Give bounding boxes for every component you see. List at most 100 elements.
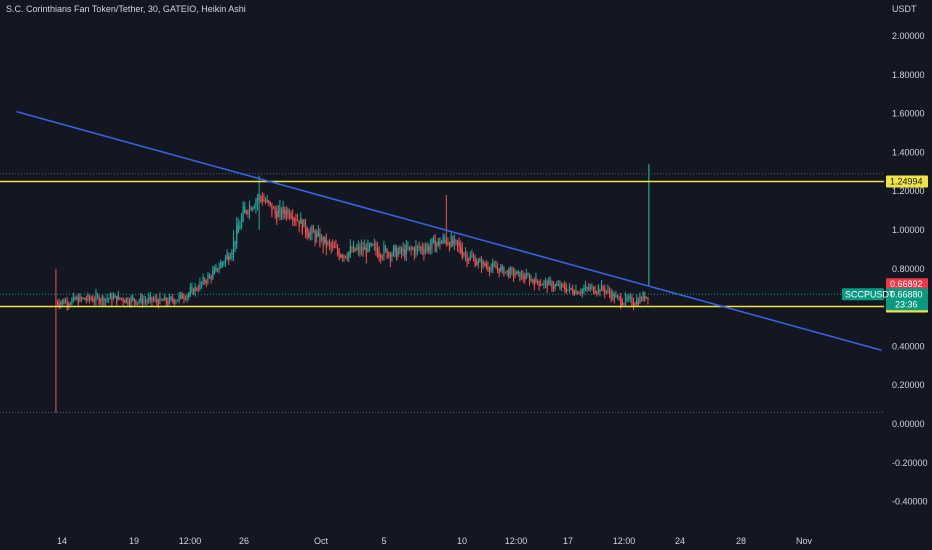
candle-body — [296, 220, 299, 221]
level-badge-high-bg — [886, 175, 928, 188]
candle-body — [288, 212, 291, 218]
candle-body — [324, 236, 326, 243]
candle-body — [56, 301, 59, 305]
level-badge-high: 1.24994 — [886, 175, 928, 188]
candle-body — [322, 238, 324, 247]
candle-body — [418, 247, 420, 249]
countdown-label: 23:36 — [895, 299, 918, 309]
candle-body — [506, 270, 508, 272]
trend-line[interactable] — [16, 110, 882, 352]
candle-body — [628, 296, 630, 299]
candle-body — [472, 256, 475, 259]
candle-body — [204, 280, 206, 283]
candle-body — [253, 206, 255, 209]
price-tick-label: -0.40000 — [892, 497, 928, 507]
candle-body — [106, 298, 108, 300]
candle-body — [346, 256, 348, 259]
candle-body — [589, 286, 591, 289]
candle-body — [63, 301, 65, 304]
price-axis[interactable]: USDT 2.00000 1.80000 1.60000 1.40000 1.20000… — [892, 4, 928, 507]
candle-body — [304, 222, 307, 234]
candle-body — [216, 268, 219, 271]
candles-series — [55, 164, 650, 413]
candle-body — [474, 257, 476, 267]
candle-body — [229, 257, 231, 259]
candle-body — [535, 276, 537, 284]
time-axis[interactable]: 14 19 12:00 26 Oct 5 10 12:00 17 12:00 24 28 Nov — [57, 536, 813, 546]
candle-body — [125, 297, 127, 302]
candle-body — [365, 248, 367, 257]
candle-body — [77, 297, 79, 305]
candle-body — [221, 262, 223, 266]
candle-body — [557, 283, 559, 286]
candle-body — [546, 281, 548, 289]
candle-body — [60, 302, 62, 305]
candle-body — [509, 267, 511, 275]
current-price-badge-bg — [886, 288, 928, 311]
candle-body — [207, 274, 209, 283]
candle-body — [447, 241, 449, 245]
candle-body — [556, 284, 558, 286]
candle-body — [634, 303, 636, 306]
price-tick-label: 2.00000 — [892, 31, 925, 41]
candle-body — [250, 208, 252, 211]
candle-body — [247, 211, 249, 214]
candle-body — [368, 244, 371, 247]
candle-body — [487, 265, 489, 271]
candle-body — [164, 296, 166, 301]
candle-body — [98, 296, 100, 304]
level-badge-high-label: 1.24994 — [890, 177, 923, 187]
candle-body — [311, 226, 313, 234]
candle-body — [632, 301, 635, 306]
candle-body — [140, 295, 142, 302]
candle-body — [412, 248, 414, 250]
candle-body — [437, 238, 439, 245]
candle-body — [543, 281, 545, 285]
candle-body — [388, 253, 390, 255]
candle-body — [402, 248, 404, 252]
candle-body — [645, 296, 647, 298]
candle-body — [597, 286, 599, 293]
price-tick-label: 0.00000 — [892, 419, 925, 429]
candle-body — [319, 233, 321, 246]
candle-body — [168, 296, 171, 303]
candle-body — [301, 220, 303, 233]
candle-body — [100, 300, 102, 302]
candle-body — [584, 285, 587, 290]
candle-body — [564, 285, 566, 291]
time-tick-label: 10 — [457, 536, 467, 546]
candle-body — [143, 300, 145, 302]
time-tick-label: 17 — [563, 536, 573, 546]
candle-body — [359, 247, 361, 253]
candle-body — [618, 296, 620, 298]
candle-body — [480, 260, 483, 269]
candle-body — [252, 207, 254, 210]
candle-body — [176, 299, 179, 302]
candle-body — [370, 242, 372, 246]
price-tick-label: 0.40000 — [892, 341, 925, 351]
candle-body — [341, 255, 343, 259]
candle-body — [112, 296, 115, 300]
candle-body — [552, 285, 555, 289]
candle-body — [453, 237, 455, 243]
candle-body — [613, 294, 615, 301]
candle-body — [495, 265, 497, 269]
candle-body — [101, 295, 103, 301]
candle-body — [64, 300, 67, 303]
candle-body — [76, 296, 78, 299]
candle-body — [165, 298, 167, 303]
candle-body — [488, 267, 491, 273]
candle-body — [386, 249, 388, 258]
candle-body — [111, 296, 113, 303]
candle-body — [258, 192, 260, 201]
candle-body — [327, 241, 329, 244]
candle-body — [240, 215, 243, 228]
candle-body — [360, 246, 363, 251]
candle-body — [496, 266, 499, 270]
candle-body — [348, 251, 350, 258]
candle-body — [479, 259, 481, 263]
candle-body — [568, 286, 571, 290]
candle-body — [152, 299, 155, 301]
drawing-lines[interactable] — [0, 110, 884, 413]
